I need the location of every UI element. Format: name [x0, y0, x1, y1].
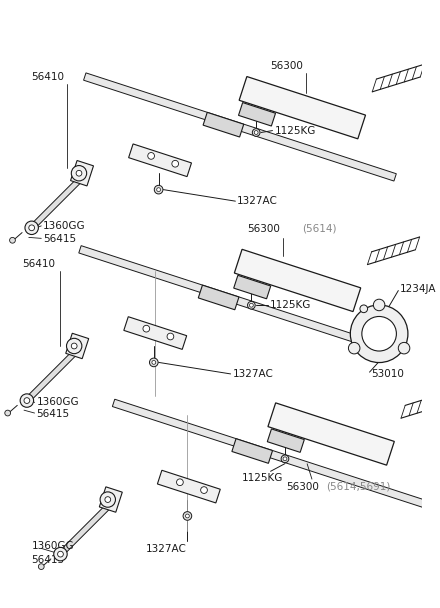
Text: 1360GG: 1360GG: [32, 542, 74, 551]
Circle shape: [183, 512, 192, 520]
Polygon shape: [84, 73, 396, 181]
Circle shape: [29, 225, 35, 230]
Circle shape: [152, 361, 156, 364]
Circle shape: [71, 343, 77, 349]
Text: 1360GG: 1360GG: [37, 398, 79, 407]
Text: 1360GG: 1360GG: [43, 221, 86, 231]
Text: 56415: 56415: [43, 234, 76, 244]
Polygon shape: [79, 246, 392, 354]
Circle shape: [201, 487, 207, 494]
Circle shape: [24, 398, 30, 404]
Circle shape: [66, 338, 82, 354]
Text: 56415: 56415: [32, 555, 65, 565]
Polygon shape: [158, 470, 220, 503]
Text: 1125KG: 1125KG: [275, 126, 316, 136]
Circle shape: [25, 221, 38, 235]
Polygon shape: [235, 249, 361, 311]
Polygon shape: [70, 161, 93, 186]
Circle shape: [76, 170, 82, 176]
Circle shape: [154, 185, 163, 194]
Polygon shape: [234, 275, 271, 299]
Circle shape: [360, 305, 367, 313]
Circle shape: [105, 497, 110, 502]
Polygon shape: [232, 439, 272, 463]
Polygon shape: [25, 346, 82, 402]
Circle shape: [176, 479, 183, 486]
Circle shape: [148, 153, 154, 159]
Circle shape: [38, 564, 44, 570]
Text: 1327AC: 1327AC: [146, 544, 187, 554]
Circle shape: [374, 299, 385, 311]
Circle shape: [157, 188, 161, 192]
Text: 1125KG: 1125KG: [242, 473, 283, 483]
Circle shape: [143, 325, 150, 332]
Circle shape: [172, 161, 179, 167]
Text: (5614): (5614): [302, 224, 337, 234]
Circle shape: [249, 303, 253, 307]
Circle shape: [281, 455, 289, 463]
Circle shape: [350, 305, 408, 362]
Polygon shape: [239, 77, 366, 139]
Text: 53010: 53010: [371, 369, 404, 379]
Text: 56410: 56410: [22, 258, 55, 269]
Circle shape: [348, 342, 360, 354]
Text: 56300: 56300: [286, 482, 319, 492]
Polygon shape: [66, 333, 89, 359]
Text: 1327AC: 1327AC: [237, 196, 278, 206]
Polygon shape: [268, 403, 394, 465]
Text: 56300: 56300: [271, 61, 304, 71]
Polygon shape: [238, 103, 275, 126]
Circle shape: [58, 551, 63, 557]
Circle shape: [186, 514, 189, 518]
Text: 1234JA: 1234JA: [400, 284, 437, 294]
Circle shape: [71, 165, 87, 181]
Circle shape: [248, 302, 255, 309]
Circle shape: [54, 547, 67, 561]
Polygon shape: [124, 317, 187, 350]
Text: (5614,5691): (5614,5691): [326, 482, 391, 492]
Polygon shape: [128, 144, 191, 176]
Circle shape: [150, 358, 158, 367]
Polygon shape: [268, 429, 304, 452]
Polygon shape: [29, 173, 87, 230]
Circle shape: [10, 237, 15, 243]
Text: 1125KG: 1125KG: [270, 300, 311, 310]
Circle shape: [5, 410, 11, 416]
Circle shape: [167, 333, 174, 340]
Polygon shape: [99, 487, 122, 513]
Circle shape: [20, 394, 33, 407]
Text: 56415: 56415: [37, 409, 70, 419]
Polygon shape: [59, 499, 115, 556]
Text: 56410: 56410: [32, 72, 65, 81]
Circle shape: [362, 317, 396, 351]
Text: 56300: 56300: [248, 224, 280, 234]
Polygon shape: [198, 285, 239, 309]
Circle shape: [398, 342, 410, 354]
Circle shape: [283, 457, 287, 461]
Circle shape: [100, 492, 115, 507]
Polygon shape: [203, 112, 244, 137]
Circle shape: [254, 131, 258, 134]
Text: 1327AC: 1327AC: [232, 369, 273, 379]
Circle shape: [252, 129, 260, 136]
Polygon shape: [112, 399, 425, 507]
